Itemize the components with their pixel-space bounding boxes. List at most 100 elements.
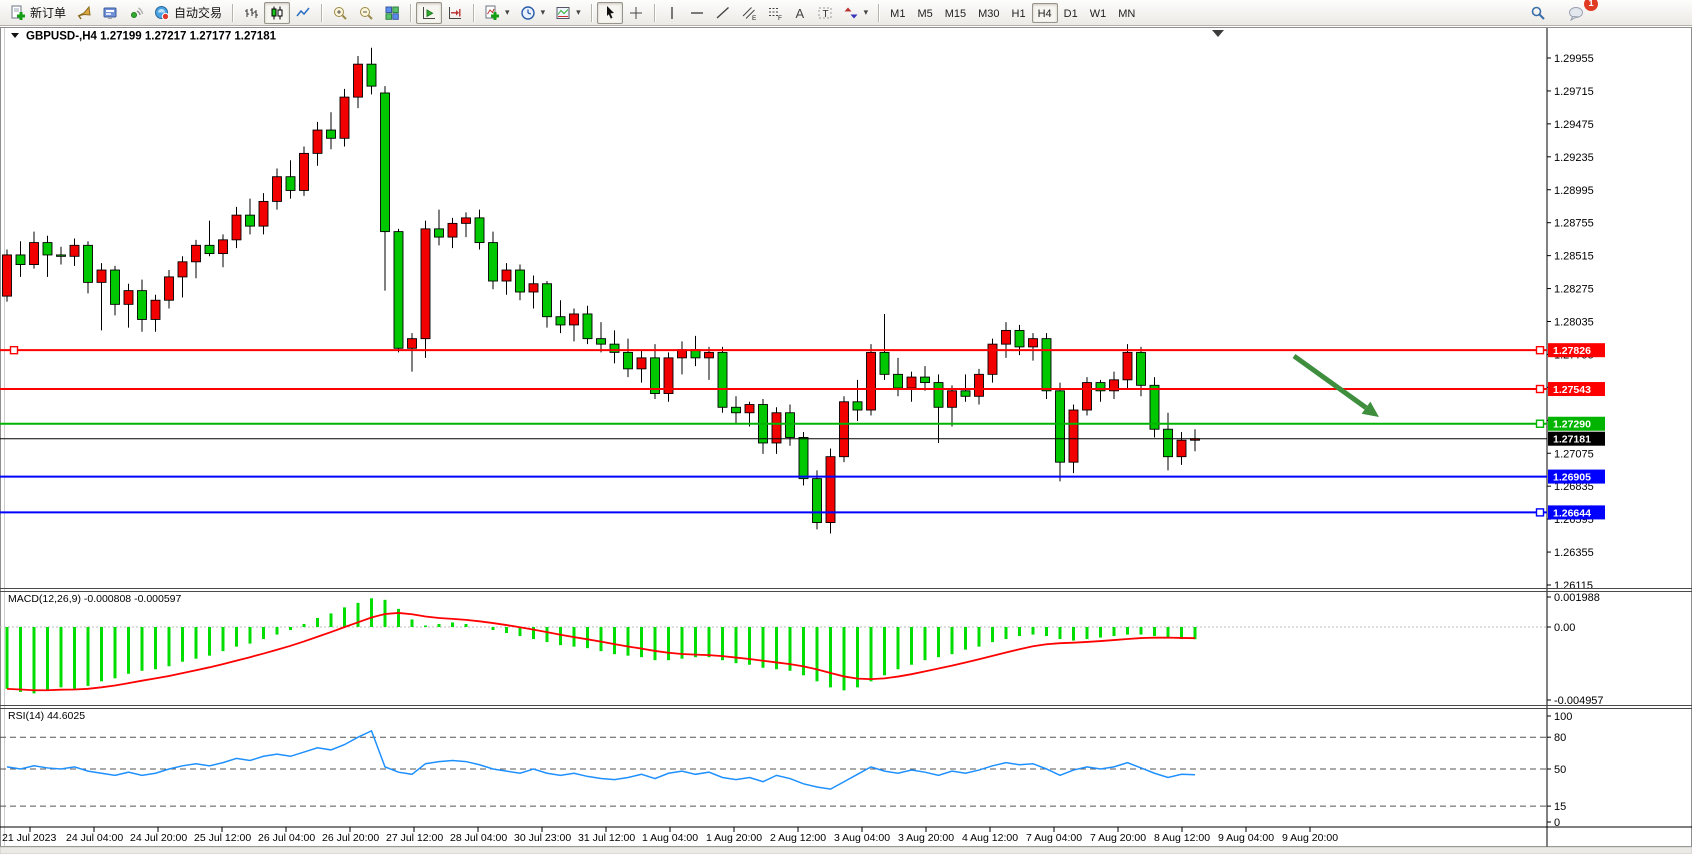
window-bottom-edge <box>0 846 1692 854</box>
candle <box>339 96 350 139</box>
signal-button[interactable] <box>123 2 149 24</box>
time-tick-label: 2 Aug 12:00 <box>770 832 826 844</box>
chart-shift-button[interactable] <box>442 2 468 24</box>
tile-windows-button[interactable] <box>379 2 405 24</box>
rsi-label: RSI(14) 44.6025 <box>8 710 85 722</box>
timeframe-m1[interactable]: M1 <box>890 7 906 20</box>
svg-text:E: E <box>752 15 757 21</box>
timeframe-d1[interactable]: D1 <box>1063 7 1078 20</box>
crosshair-button[interactable] <box>623 2 649 24</box>
time-tick-label: 27 Jul 12:00 <box>386 832 443 844</box>
candle <box>285 176 296 191</box>
timeframe-m5[interactable]: M5 <box>917 7 933 20</box>
text-label-button[interactable]: T <box>812 2 838 24</box>
rsi-panel: RSI(14) 44.6025 100 80 50 15 0 <box>0 710 1572 829</box>
fibonacci-icon: F <box>768 7 782 21</box>
timeframe-m30[interactable]: M30 <box>978 7 1000 20</box>
candle <box>29 242 39 265</box>
price-line-axis-box <box>1548 431 1605 446</box>
candle <box>636 357 647 370</box>
trumpet-button[interactable] <box>71 2 97 24</box>
candle <box>609 343 620 353</box>
indicators-button[interactable] <box>479 2 515 24</box>
line-handle[interactable] <box>1535 508 1545 517</box>
candle <box>731 406 741 414</box>
chat-button[interactable]: 1 <box>1563 0 1598 24</box>
timeframe-h4[interactable]: H4 <box>1031 2 1058 23</box>
zoom-out-button[interactable] <box>353 2 379 24</box>
horizontal-line-object[interactable]: 1.27826 <box>0 343 1605 358</box>
macd-axis-label: 0.00 <box>1554 622 1575 634</box>
bar-chart-button[interactable] <box>238 2 264 24</box>
zoom-out-icon <box>360 6 373 20</box>
line-chart-button[interactable] <box>290 2 316 24</box>
time-axis[interactable]: 21 Jul 2023 24 Jul 04:00 24 Jul 20:00 25 Ju… <box>0 826 1692 844</box>
arrows-button[interactable] <box>838 2 874 24</box>
vertical-line-button[interactable] <box>660 2 684 24</box>
monitor-button[interactable] <box>97 2 123 24</box>
candlestick-chart-button[interactable] <box>264 1 291 24</box>
line-handle[interactable] <box>1535 345 1545 355</box>
text-button[interactable]: A <box>788 2 812 24</box>
macd-axis-label: 0.001988 <box>1554 592 1600 604</box>
price-tick-label: 1.26835 <box>1554 481 1594 493</box>
candle <box>488 242 498 282</box>
search-button[interactable] <box>1525 2 1551 24</box>
fibonacci-button[interactable]: F <box>762 2 788 24</box>
candle <box>596 338 606 345</box>
panel-separator[interactable] <box>0 705 1692 709</box>
candle <box>137 290 147 320</box>
periods-button[interactable] <box>515 2 551 24</box>
candle <box>920 376 930 384</box>
timeframe-h1[interactable]: H1 <box>1011 7 1026 20</box>
time-tick-label: 1 Aug 04:00 <box>642 832 698 844</box>
candle <box>1163 428 1173 458</box>
tile-windows-icon <box>385 6 399 20</box>
panel-separator[interactable] <box>0 588 1692 592</box>
autotrading-button[interactable]: 自动交易 <box>149 2 227 24</box>
templates-button[interactable] <box>550 2 586 24</box>
horizontal-line-object[interactable]: 1.27290 <box>0 416 1605 431</box>
price-tick-label: 1.28755 <box>1554 218 1594 230</box>
horizontal-line-object[interactable]: 1.26644 <box>0 505 1605 520</box>
line-handle[interactable] <box>1535 384 1545 394</box>
horizontal-line-button[interactable] <box>684 2 710 24</box>
line-handle[interactable] <box>9 345 19 355</box>
auto-scroll-button[interactable] <box>416 1 443 24</box>
symbol-ohlc-label: GBPUSD-,H4 1.27199 1.27217 1.27177 1.271… <box>26 31 277 43</box>
horizontal-line-object[interactable]: 1.26905 <box>0 469 1605 484</box>
price-tick-label: 1.28995 <box>1554 185 1594 197</box>
horizontal-line-object[interactable]: 1.27543 <box>0 382 1605 397</box>
line-handle[interactable] <box>1535 419 1545 428</box>
chat-bubble-icon <box>1569 6 1583 21</box>
equidistant-channel-button[interactable]: E <box>736 2 762 24</box>
candle <box>150 299 161 320</box>
symbol-dropdown-icon[interactable] <box>11 33 19 38</box>
candle <box>974 373 984 397</box>
arrows-icon <box>844 7 858 18</box>
chart-canvas[interactable] <box>6 29 1547 587</box>
templates-icon <box>556 6 570 19</box>
candle <box>947 390 957 408</box>
time-tick-label: 26 Jul 20:00 <box>322 832 379 844</box>
rsi-axis-label: 15 <box>1554 801 1566 813</box>
chart-shift-marker[interactable] <box>1212 30 1224 37</box>
candle <box>2 254 12 297</box>
timeframe-mn[interactable]: MN <box>1118 7 1136 20</box>
cursor-button[interactable] <box>596 1 623 24</box>
trend-arrow-annotation[interactable] <box>1292 353 1379 417</box>
time-tick-label: 9 Aug 20:00 <box>1282 832 1338 844</box>
trendline-button[interactable] <box>710 2 736 24</box>
timeframe-m15[interactable]: M15 <box>944 7 967 20</box>
timeframe-w1[interactable]: W1 <box>1089 7 1107 20</box>
candle <box>312 129 323 154</box>
signal-icon <box>131 6 144 18</box>
candle <box>569 313 579 326</box>
time-tick-label: 26 Jul 04:00 <box>258 832 315 844</box>
toolbar-separator <box>653 3 655 22</box>
zoom-in-button[interactable] <box>327 2 353 24</box>
candle <box>704 351 714 359</box>
toolbar-separator <box>878 3 880 22</box>
new-order-button[interactable]: 新订单 <box>5 2 71 24</box>
